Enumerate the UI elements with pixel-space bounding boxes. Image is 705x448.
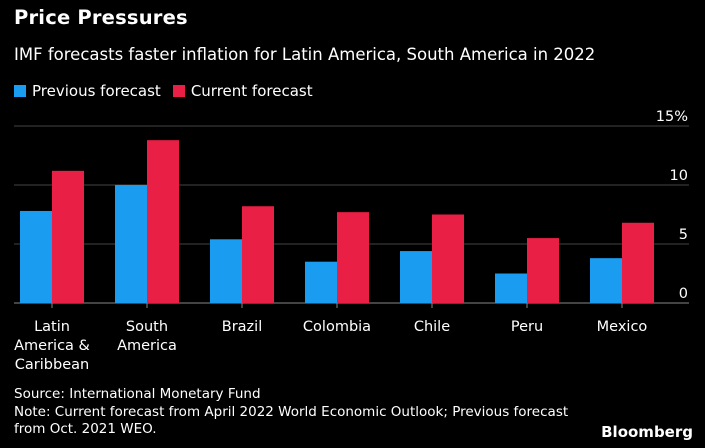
x-tick-label: Caribbean xyxy=(15,357,89,373)
bar-current-1 xyxy=(147,140,179,303)
bar-previous-1 xyxy=(115,185,147,303)
legend-label-previous: Previous forecast xyxy=(32,82,161,100)
legend-swatch-previous xyxy=(14,85,26,97)
x-tick-label: Mexico xyxy=(597,319,648,335)
bar-previous-3 xyxy=(305,261,337,303)
bar-previous-4 xyxy=(400,251,432,303)
x-tick-label: Chile xyxy=(414,319,450,335)
bar-current-2 xyxy=(242,206,274,303)
legend-label-current: Current forecast xyxy=(190,82,313,100)
y-tick-label: 5 xyxy=(679,227,688,243)
legend-swatch-current xyxy=(172,85,185,97)
chart-title: Price Pressures xyxy=(14,6,188,29)
legend-item-previous: Previous forecast xyxy=(14,82,161,100)
x-tick-label: America xyxy=(117,338,177,354)
y-tick-label: 0 xyxy=(679,286,688,302)
bar-previous-6 xyxy=(590,258,622,303)
y-tick-label: 15% xyxy=(656,109,688,125)
bar-previous-2 xyxy=(210,239,242,303)
legend-item-current: Current forecast xyxy=(172,82,313,100)
bar-current-5 xyxy=(527,238,559,303)
bar-previous-0 xyxy=(20,210,52,303)
x-tick-label: America & xyxy=(14,338,90,354)
bar-current-0 xyxy=(52,170,84,303)
legend: Previous forecast Current forecast xyxy=(14,82,325,100)
bar-current-3 xyxy=(337,212,369,303)
x-tick-label: Peru xyxy=(511,319,543,335)
x-tick-label: Brazil xyxy=(222,319,262,335)
x-tick-label: South xyxy=(126,319,168,335)
footnote-line-1: Note: Current forecast from April 2022 W… xyxy=(14,404,569,420)
bar-previous-5 xyxy=(495,273,527,303)
bloomberg-logo: Bloomberg xyxy=(601,423,693,441)
x-tick-label: Latin xyxy=(34,319,70,335)
footnote-line-2: from Oct. 2021 WEO. xyxy=(14,421,157,437)
bar-current-6 xyxy=(622,222,654,303)
chart-subtitle: IMF forecasts faster inflation for Latin… xyxy=(14,45,596,64)
source-note: Source: International Monetary Fund xyxy=(14,386,261,402)
bar-current-4 xyxy=(432,214,464,303)
x-tick-label: Colombia xyxy=(303,319,371,335)
y-tick-label: 10 xyxy=(670,168,688,184)
